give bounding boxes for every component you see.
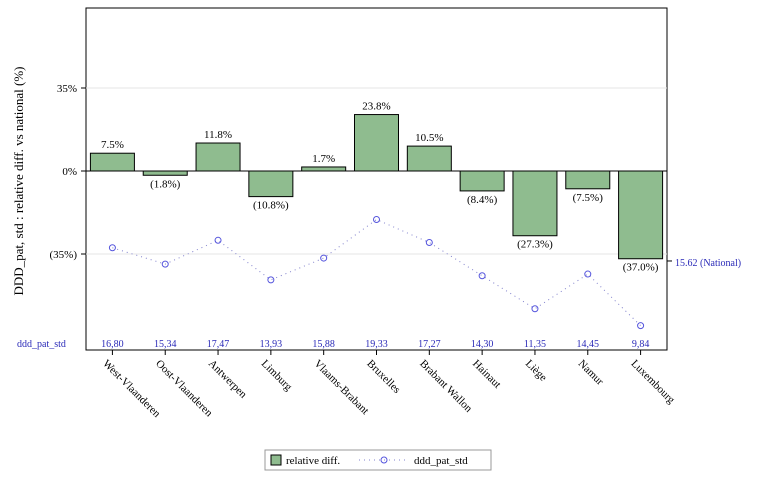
bar-value-label: (1.8%): [150, 178, 181, 190]
y-axis-label: DDD_pat, std : relative diff. vs nationa…: [11, 66, 26, 295]
legend-marker-icon: [380, 456, 388, 464]
ddd-pat-std-marker: [373, 215, 380, 223]
x-tick-label: Vlaams-Brabant: [312, 358, 371, 417]
grid: [86, 87, 667, 255]
table-cell: 17,27: [418, 339, 441, 350]
x-tick-label: Antwerpen: [206, 358, 249, 401]
table-row-label: ddd_pat_std: [17, 339, 66, 350]
national-label: 15.62 (National): [675, 258, 741, 269]
table-cell: 13,93: [260, 339, 283, 350]
legend-bar-swatch: [270, 454, 282, 466]
ddd-pat-std-marker: [267, 276, 275, 284]
table-cell: 9,84: [632, 339, 650, 350]
ddd-pat-std-marker: [478, 272, 486, 280]
ddd-pat-std-marker: [531, 305, 539, 313]
bar: [301, 166, 347, 172]
bar: [459, 170, 505, 192]
table-cell: 14,30: [471, 339, 494, 350]
x-tick-label: Hainaut: [470, 358, 503, 391]
bar: [142, 170, 188, 176]
ddd-pat-std-marker: [108, 244, 116, 252]
bar-value-label: 11.8%: [204, 129, 232, 141]
bar-value-label: 7.5%: [101, 139, 124, 151]
legend: relative diff. ddd_pat_std: [264, 449, 492, 471]
value-table: 16,80 15,34 17,47 13,93 15,88 19,33 17,27 14,30…: [101, 339, 649, 350]
bar-value-label: 23.8%: [362, 101, 390, 113]
x-tick-label: Limburg: [259, 358, 295, 394]
y-tick-label: 35%: [57, 83, 77, 95]
table-cell: 17,47: [207, 339, 230, 350]
bar: [89, 152, 135, 172]
bar-value-label: (10.8%): [253, 200, 289, 212]
ddd-pat-std-marker: [637, 322, 645, 330]
x-tick-label: West-Vlaanderen: [100, 358, 163, 421]
y-tick-label: (35%): [50, 249, 78, 261]
ddd-pat-std-line: [112, 218, 641, 326]
ddd-pat-std-marker: [320, 254, 328, 262]
table-cell: 19,33: [365, 339, 388, 350]
bar-value-label: 1.7%: [312, 153, 335, 165]
bars: [89, 114, 664, 260]
bar: [406, 145, 452, 172]
x-tick-label: Brabant Wallon: [417, 358, 475, 416]
bar: [354, 114, 399, 172]
bar-labels: 7.5% (1.8%) 11.8% (10.8%) 1.7% 23.8% 10.5% (8.4…: [101, 101, 659, 274]
bar-value-label: (7.5%): [573, 192, 604, 204]
bar-value-label: (27.3%): [517, 239, 553, 251]
legend-line-label: ddd_pat_std: [414, 455, 468, 467]
table-cell: 15,34: [154, 339, 177, 350]
x-tick-label: Luxembourg: [628, 358, 677, 407]
bar: [618, 170, 664, 260]
bar: [195, 142, 241, 172]
legend-box: [264, 449, 492, 471]
ddd-pat-std-series: [108, 215, 672, 330]
legend-bar-label: relative diff.: [286, 455, 340, 467]
ddd-pat-std-marker: [425, 239, 433, 247]
table-cell: 16,80: [101, 339, 124, 350]
bar-value-label: (37.0%): [623, 262, 659, 274]
ddd-pat-std-marker: [214, 236, 222, 244]
bar: [565, 170, 611, 190]
ddd-pat-std-marker: [584, 270, 592, 278]
x-tick-label: Liège: [523, 358, 549, 384]
x-tick-label: Bruxelles: [364, 358, 402, 396]
x-tick-label: Namur: [576, 358, 606, 388]
table-cell: 11,35: [524, 339, 546, 350]
table-cell: 14,45: [577, 339, 600, 350]
bar: [512, 170, 558, 237]
table-cell: 15,88: [312, 339, 335, 350]
y-axis: (35%) 0% 35%: [50, 83, 86, 261]
bar: [248, 170, 294, 198]
bar-value-label: (8.4%): [467, 194, 498, 206]
y-tick-label: 0%: [62, 166, 77, 178]
ddd-pat-std-marker: [161, 260, 169, 268]
bar-value-label: 10.5%: [415, 132, 443, 144]
